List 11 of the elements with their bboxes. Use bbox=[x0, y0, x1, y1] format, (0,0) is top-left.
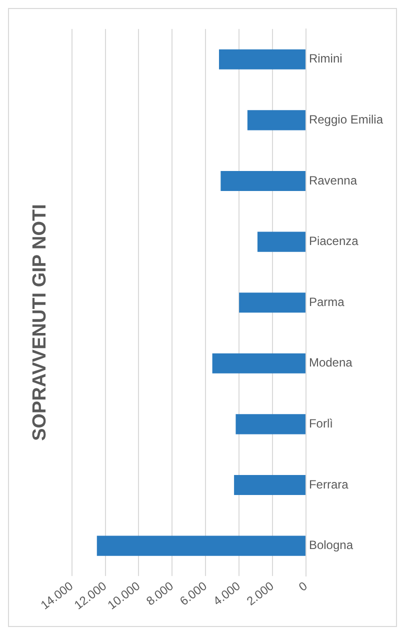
y-tick-label: Piacenza bbox=[308, 234, 359, 248]
x-tick-label: 0 bbox=[296, 578, 310, 594]
y-tick-label: Forlì bbox=[308, 416, 333, 431]
text: SOPRAVVENUTI GIP NOTI bbox=[30, 204, 51, 441]
y-tick-label: Rimini bbox=[308, 52, 342, 66]
y-tick-label: Modena bbox=[308, 356, 353, 370]
y-tick-label: Parma bbox=[308, 294, 345, 309]
y-tick-label: Reggio Emilia bbox=[308, 112, 384, 127]
y-tick-label: Bologna bbox=[308, 538, 354, 552]
y-tick-label: Ferrara bbox=[308, 477, 349, 492]
y-tick-label: Ravenna bbox=[308, 173, 358, 188]
